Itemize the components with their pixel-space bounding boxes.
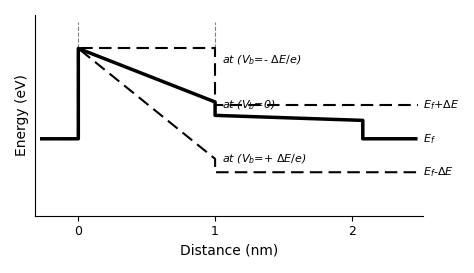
Text: at ($V_b$=- $\Delta E/e$): at ($V_b$=- $\Delta E/e$): [222, 54, 301, 67]
X-axis label: Distance (nm): Distance (nm): [180, 244, 278, 258]
Text: $E_f$: $E_f$: [423, 132, 436, 146]
Text: $E_f$+$\Delta E$: $E_f$+$\Delta E$: [423, 99, 459, 112]
Text: $E_f$-$\Delta E$: $E_f$-$\Delta E$: [423, 165, 454, 179]
Text: at ($V_b$=+ $\Delta E/e$): at ($V_b$=+ $\Delta E/e$): [222, 152, 307, 166]
Y-axis label: Energy (eV): Energy (eV): [15, 75, 29, 156]
Text: at ($V_b$=0): at ($V_b$=0): [222, 99, 275, 112]
